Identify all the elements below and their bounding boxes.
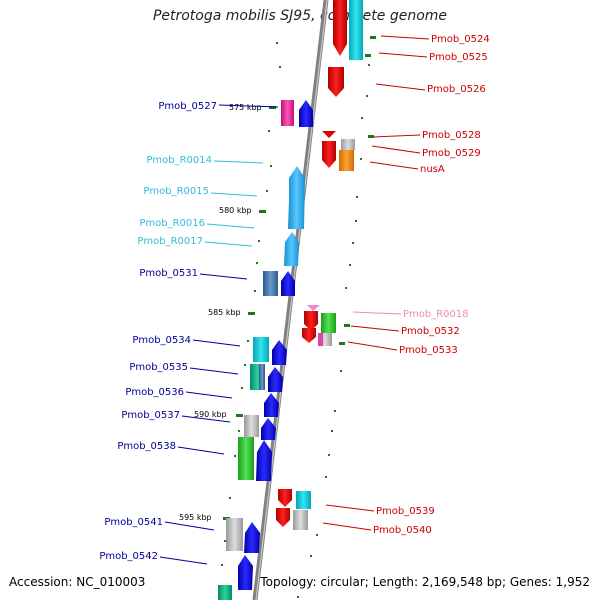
label-pmob-r0016[interactable]: Pmob_R0016: [139, 218, 205, 229]
gene-0541-a[interactable]: [226, 518, 243, 551]
tick-labels: 575 kbp 580 kbp 585 kbp 590 kbp 595 kbp: [179, 103, 262, 522]
gene-0533-arrow[interactable]: [302, 328, 316, 343]
gene-0540-b[interactable]: [293, 510, 308, 530]
topology-text: Topology: circular; Length: 2,169,548 bp…: [260, 575, 590, 589]
gene-0525-block[interactable]: [349, 0, 363, 60]
gene-r0018-arrow[interactable]: [307, 305, 320, 311]
gene-0542-arrow[interactable]: [238, 555, 253, 590]
forward-strand-genes: [218, 100, 313, 600]
label-pmob-0539[interactable]: Pmob_0539: [376, 506, 435, 517]
label-pmob-0542[interactable]: Pmob_0542: [99, 551, 158, 562]
gene-0537-a[interactable]: [244, 415, 259, 437]
tick-label-575: 575 kbp: [229, 103, 262, 112]
gene-0539-b[interactable]: [296, 491, 311, 509]
gene-0535-b[interactable]: [259, 364, 265, 390]
label-pmob-0531[interactable]: Pmob_0531: [139, 268, 198, 279]
gene-0527-a[interactable]: [281, 100, 294, 126]
label-pmob-r0014[interactable]: Pmob_R0014: [146, 155, 212, 166]
label-pmob-r0018[interactable]: Pmob_R0018: [403, 309, 469, 320]
tick-label-580: 580 kbp: [219, 206, 252, 215]
label-pmob-0536[interactable]: Pmob_0536: [125, 387, 184, 398]
gene-0534-arrow[interactable]: [272, 340, 287, 365]
label-pmob-0529[interactable]: Pmob_0529: [422, 148, 481, 159]
gene-0524-arrow[interactable]: [333, 0, 347, 56]
gene-0527-arrow[interactable]: [299, 100, 313, 127]
tick-label-590: 590 kbp: [194, 410, 227, 419]
gene-0526-arrow[interactable]: [328, 67, 344, 97]
gene-r0014-arrow[interactable]: [288, 166, 305, 229]
label-pmob-0538[interactable]: Pmob_0538: [117, 441, 176, 452]
label-pmob-0526[interactable]: Pmob_0526: [427, 84, 486, 95]
genome-title: Petrotoga mobilis SJ95, complete genome: [152, 8, 448, 24]
tick-label-595: 595 kbp: [179, 513, 212, 522]
gene-0532-b[interactable]: [321, 313, 336, 333]
gene-0529-arrow[interactable]: [322, 141, 336, 168]
accession-text: Accession: NC_010003: [9, 575, 146, 589]
gene-0529-b[interactable]: [341, 139, 355, 150]
gene-0534-a[interactable]: [253, 337, 269, 362]
gene-0533-c[interactable]: [318, 333, 323, 346]
gene-0532-arrow[interactable]: [304, 311, 318, 331]
gene-0539-arrow[interactable]: [278, 489, 292, 507]
gene-0531-arrow[interactable]: [281, 271, 295, 296]
label-pmob-0527[interactable]: Pmob_0527: [158, 101, 217, 112]
gene-0536-arrow[interactable]: [264, 393, 279, 417]
label-pmob-r0015[interactable]: Pmob_R0015: [143, 186, 209, 197]
label-pmob-0533[interactable]: Pmob_0533: [399, 345, 458, 356]
label-pmob-0524[interactable]: Pmob_0524: [431, 34, 490, 45]
label-pmob-0528[interactable]: Pmob_0528: [422, 130, 481, 141]
label-pmob-0537[interactable]: Pmob_0537: [121, 410, 180, 421]
genome-backbone-highlight: [255, 0, 328, 600]
left-gene-labels: Pmob_0527 Pmob_R0014 Pmob_R0015 Pmob_R00…: [99, 101, 217, 562]
reverse-strand-genes: [276, 0, 363, 530]
left-leader-lines: [159, 104, 279, 565]
gene-0531-a[interactable]: [263, 271, 278, 296]
gene-0528-arrow[interactable]: [322, 131, 336, 138]
gene-0543-a[interactable]: [218, 585, 232, 600]
gene-0538-arrow[interactable]: [256, 440, 272, 481]
right-leader-lines: [322, 35, 430, 531]
label-pmob-0535[interactable]: Pmob_0535: [129, 362, 188, 373]
label-pmob-0534[interactable]: Pmob_0534: [132, 335, 191, 346]
label-pmob-r0017[interactable]: Pmob_R0017: [137, 236, 203, 247]
gene-0537-arrow[interactable]: [261, 418, 276, 440]
label-pmob-0532[interactable]: Pmob_0532: [401, 326, 460, 337]
gene-0540-arrow[interactable]: [276, 508, 290, 527]
gene-r0017-arrow[interactable]: [284, 232, 299, 266]
label-pmob-0541[interactable]: Pmob_0541: [104, 517, 163, 528]
label-pmob-0525[interactable]: Pmob_0525: [429, 52, 488, 63]
genome-backbone: [252, 0, 329, 600]
tick-label-585: 585 kbp: [208, 308, 241, 317]
label-pmob-0540[interactable]: Pmob_0540: [373, 525, 432, 536]
gene-nusa-block[interactable]: [339, 150, 354, 171]
gene-0535-arrow[interactable]: [268, 367, 283, 392]
gene-0538-a[interactable]: [238, 437, 254, 480]
minor-tick-dots: [221, 12, 370, 598]
gene-0541-arrow[interactable]: [244, 522, 260, 553]
right-gene-labels: Pmob_0524 Pmob_0525 Pmob_0526 Pmob_0528 …: [373, 34, 490, 536]
label-nusa[interactable]: nusA: [420, 164, 445, 175]
